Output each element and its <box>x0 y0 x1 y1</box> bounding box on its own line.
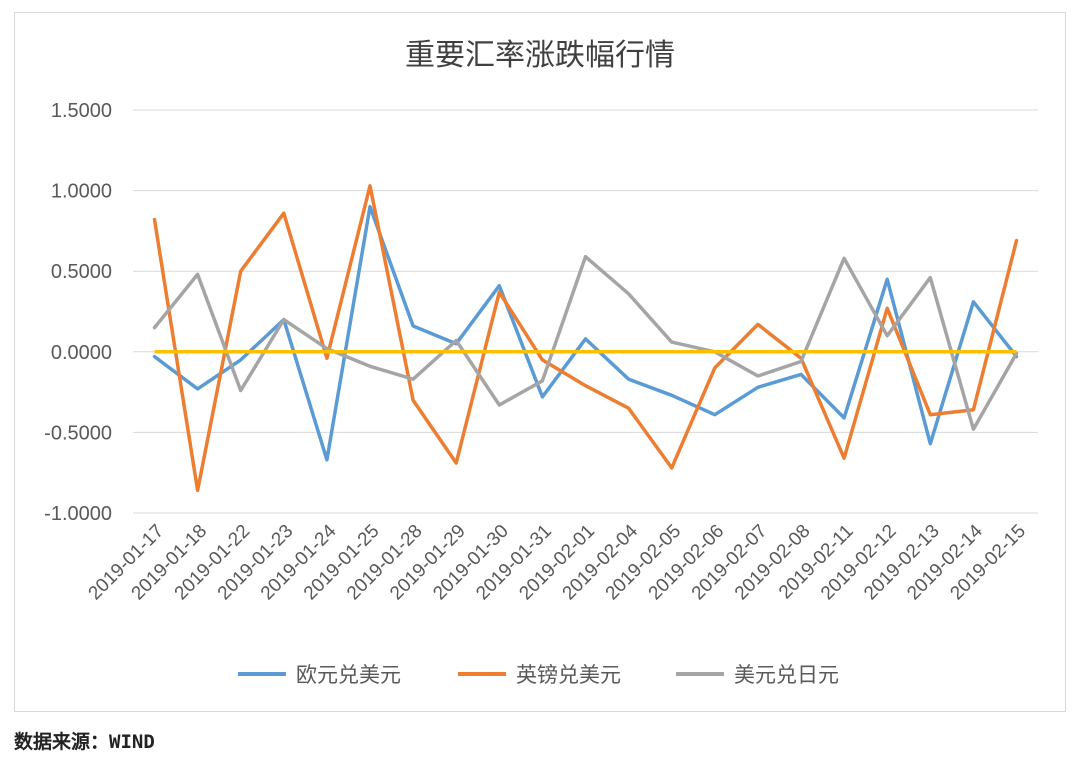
series-line-3 <box>152 254 1019 431</box>
y-tick-label: 1.0000 <box>51 181 112 203</box>
legend-label: 欧元兑美元 <box>296 663 401 687</box>
y-tick-label: 0.0000 <box>51 342 112 364</box>
series-line-1 <box>152 204 1019 462</box>
series-line-2 <box>152 184 1019 493</box>
y-tick-label: 1.5000 <box>51 100 112 122</box>
y-tick-label: -1.0000 <box>44 503 112 525</box>
data-source: 数据来源：WIND <box>14 731 155 753</box>
legend-label: 英镑兑美元 <box>516 663 621 687</box>
legend-label: 美元兑日元 <box>734 663 839 687</box>
y-tick-label: 0.5000 <box>51 261 112 283</box>
chart-frame <box>14 12 1066 712</box>
chart-title: 重要汇率涨跌幅行情 <box>405 38 675 73</box>
y-tick-label: -0.5000 <box>44 422 112 444</box>
